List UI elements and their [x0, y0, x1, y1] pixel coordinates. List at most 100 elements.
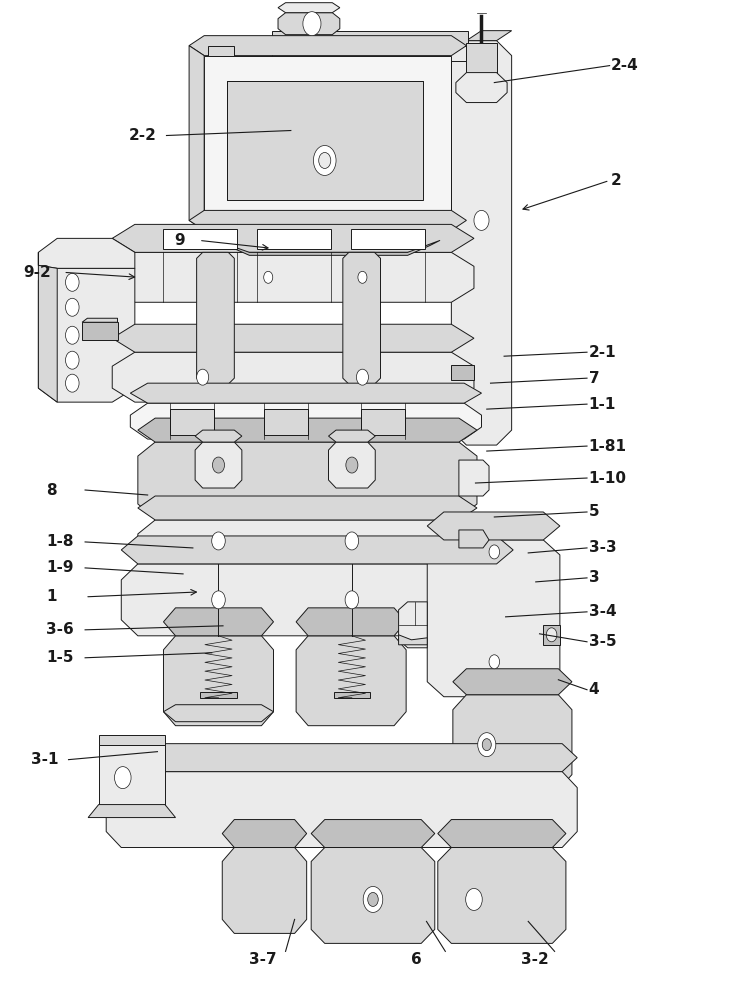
Polygon shape — [112, 324, 474, 352]
Polygon shape — [467, 31, 512, 41]
Polygon shape — [88, 805, 175, 818]
Text: 3-4: 3-4 — [588, 604, 616, 619]
Circle shape — [478, 733, 496, 757]
Circle shape — [313, 145, 336, 175]
Circle shape — [66, 351, 79, 369]
Polygon shape — [164, 608, 273, 636]
Circle shape — [66, 326, 79, 344]
Text: 4: 4 — [588, 682, 599, 697]
Text: 2-1: 2-1 — [588, 345, 616, 360]
Polygon shape — [106, 772, 578, 848]
Polygon shape — [189, 36, 467, 56]
Bar — [264, 409, 308, 435]
Circle shape — [211, 532, 225, 550]
Polygon shape — [122, 536, 513, 564]
Text: 3-7: 3-7 — [249, 952, 277, 967]
Polygon shape — [296, 636, 406, 726]
Polygon shape — [138, 442, 477, 518]
Bar — [163, 229, 236, 249]
Polygon shape — [99, 735, 165, 745]
Polygon shape — [272, 31, 468, 46]
Polygon shape — [459, 530, 489, 548]
Text: 9: 9 — [174, 233, 185, 248]
Text: 2: 2 — [611, 173, 622, 188]
Circle shape — [358, 271, 367, 283]
Polygon shape — [456, 73, 507, 103]
Circle shape — [66, 273, 79, 291]
Polygon shape — [82, 322, 118, 340]
Circle shape — [66, 374, 79, 392]
Text: 1-8: 1-8 — [46, 534, 73, 549]
Polygon shape — [39, 268, 135, 402]
Polygon shape — [164, 636, 273, 726]
Polygon shape — [544, 625, 560, 645]
Circle shape — [303, 12, 321, 36]
Bar — [257, 229, 331, 249]
Polygon shape — [278, 13, 340, 35]
Polygon shape — [195, 430, 242, 442]
Text: 2-4: 2-4 — [611, 58, 639, 73]
Circle shape — [263, 271, 273, 283]
Polygon shape — [438, 848, 566, 943]
Bar — [351, 229, 425, 249]
Text: 1-10: 1-10 — [588, 471, 627, 486]
Polygon shape — [453, 669, 572, 695]
Polygon shape — [278, 3, 340, 13]
Polygon shape — [138, 496, 477, 520]
Polygon shape — [328, 430, 375, 442]
Text: 8: 8 — [46, 483, 57, 498]
Text: 3-6: 3-6 — [46, 622, 74, 637]
Polygon shape — [334, 692, 370, 698]
Polygon shape — [453, 695, 572, 790]
Polygon shape — [451, 365, 474, 380]
Text: 3-5: 3-5 — [588, 634, 616, 649]
Polygon shape — [399, 602, 427, 648]
Circle shape — [345, 591, 359, 609]
Text: 1-5: 1-5 — [46, 650, 73, 665]
Circle shape — [547, 628, 557, 642]
Circle shape — [346, 457, 358, 473]
Text: 3-1: 3-1 — [31, 752, 58, 767]
Polygon shape — [208, 46, 234, 56]
Circle shape — [66, 298, 79, 316]
Circle shape — [474, 210, 489, 230]
Text: 3-2: 3-2 — [521, 952, 548, 967]
Polygon shape — [467, 43, 497, 73]
Text: 1-9: 1-9 — [46, 560, 73, 575]
Text: 9-2: 9-2 — [23, 265, 51, 280]
Circle shape — [489, 655, 500, 669]
Polygon shape — [311, 820, 435, 848]
Polygon shape — [222, 820, 307, 848]
Text: 6: 6 — [411, 952, 422, 967]
Polygon shape — [272, 46, 468, 61]
Circle shape — [363, 886, 383, 912]
Text: 1-1: 1-1 — [588, 397, 616, 412]
Circle shape — [196, 369, 208, 385]
Polygon shape — [427, 540, 560, 697]
Bar — [226, 81, 423, 200]
Circle shape — [466, 888, 482, 910]
Text: 5: 5 — [588, 504, 599, 519]
Polygon shape — [222, 848, 307, 933]
Text: 1: 1 — [46, 589, 57, 604]
Polygon shape — [39, 238, 135, 268]
Circle shape — [212, 457, 224, 473]
Polygon shape — [215, 240, 440, 255]
Polygon shape — [438, 820, 566, 848]
Polygon shape — [328, 442, 375, 488]
Text: 3: 3 — [588, 570, 599, 585]
Polygon shape — [164, 705, 273, 722]
Polygon shape — [112, 352, 474, 402]
Polygon shape — [343, 252, 381, 384]
Circle shape — [368, 892, 378, 906]
Polygon shape — [215, 230, 440, 252]
Polygon shape — [204, 56, 451, 230]
Polygon shape — [112, 224, 474, 252]
Polygon shape — [138, 520, 477, 562]
Polygon shape — [196, 252, 234, 384]
Polygon shape — [200, 692, 236, 698]
Polygon shape — [459, 460, 489, 496]
Polygon shape — [82, 318, 118, 322]
Circle shape — [319, 152, 331, 168]
Polygon shape — [189, 46, 204, 230]
